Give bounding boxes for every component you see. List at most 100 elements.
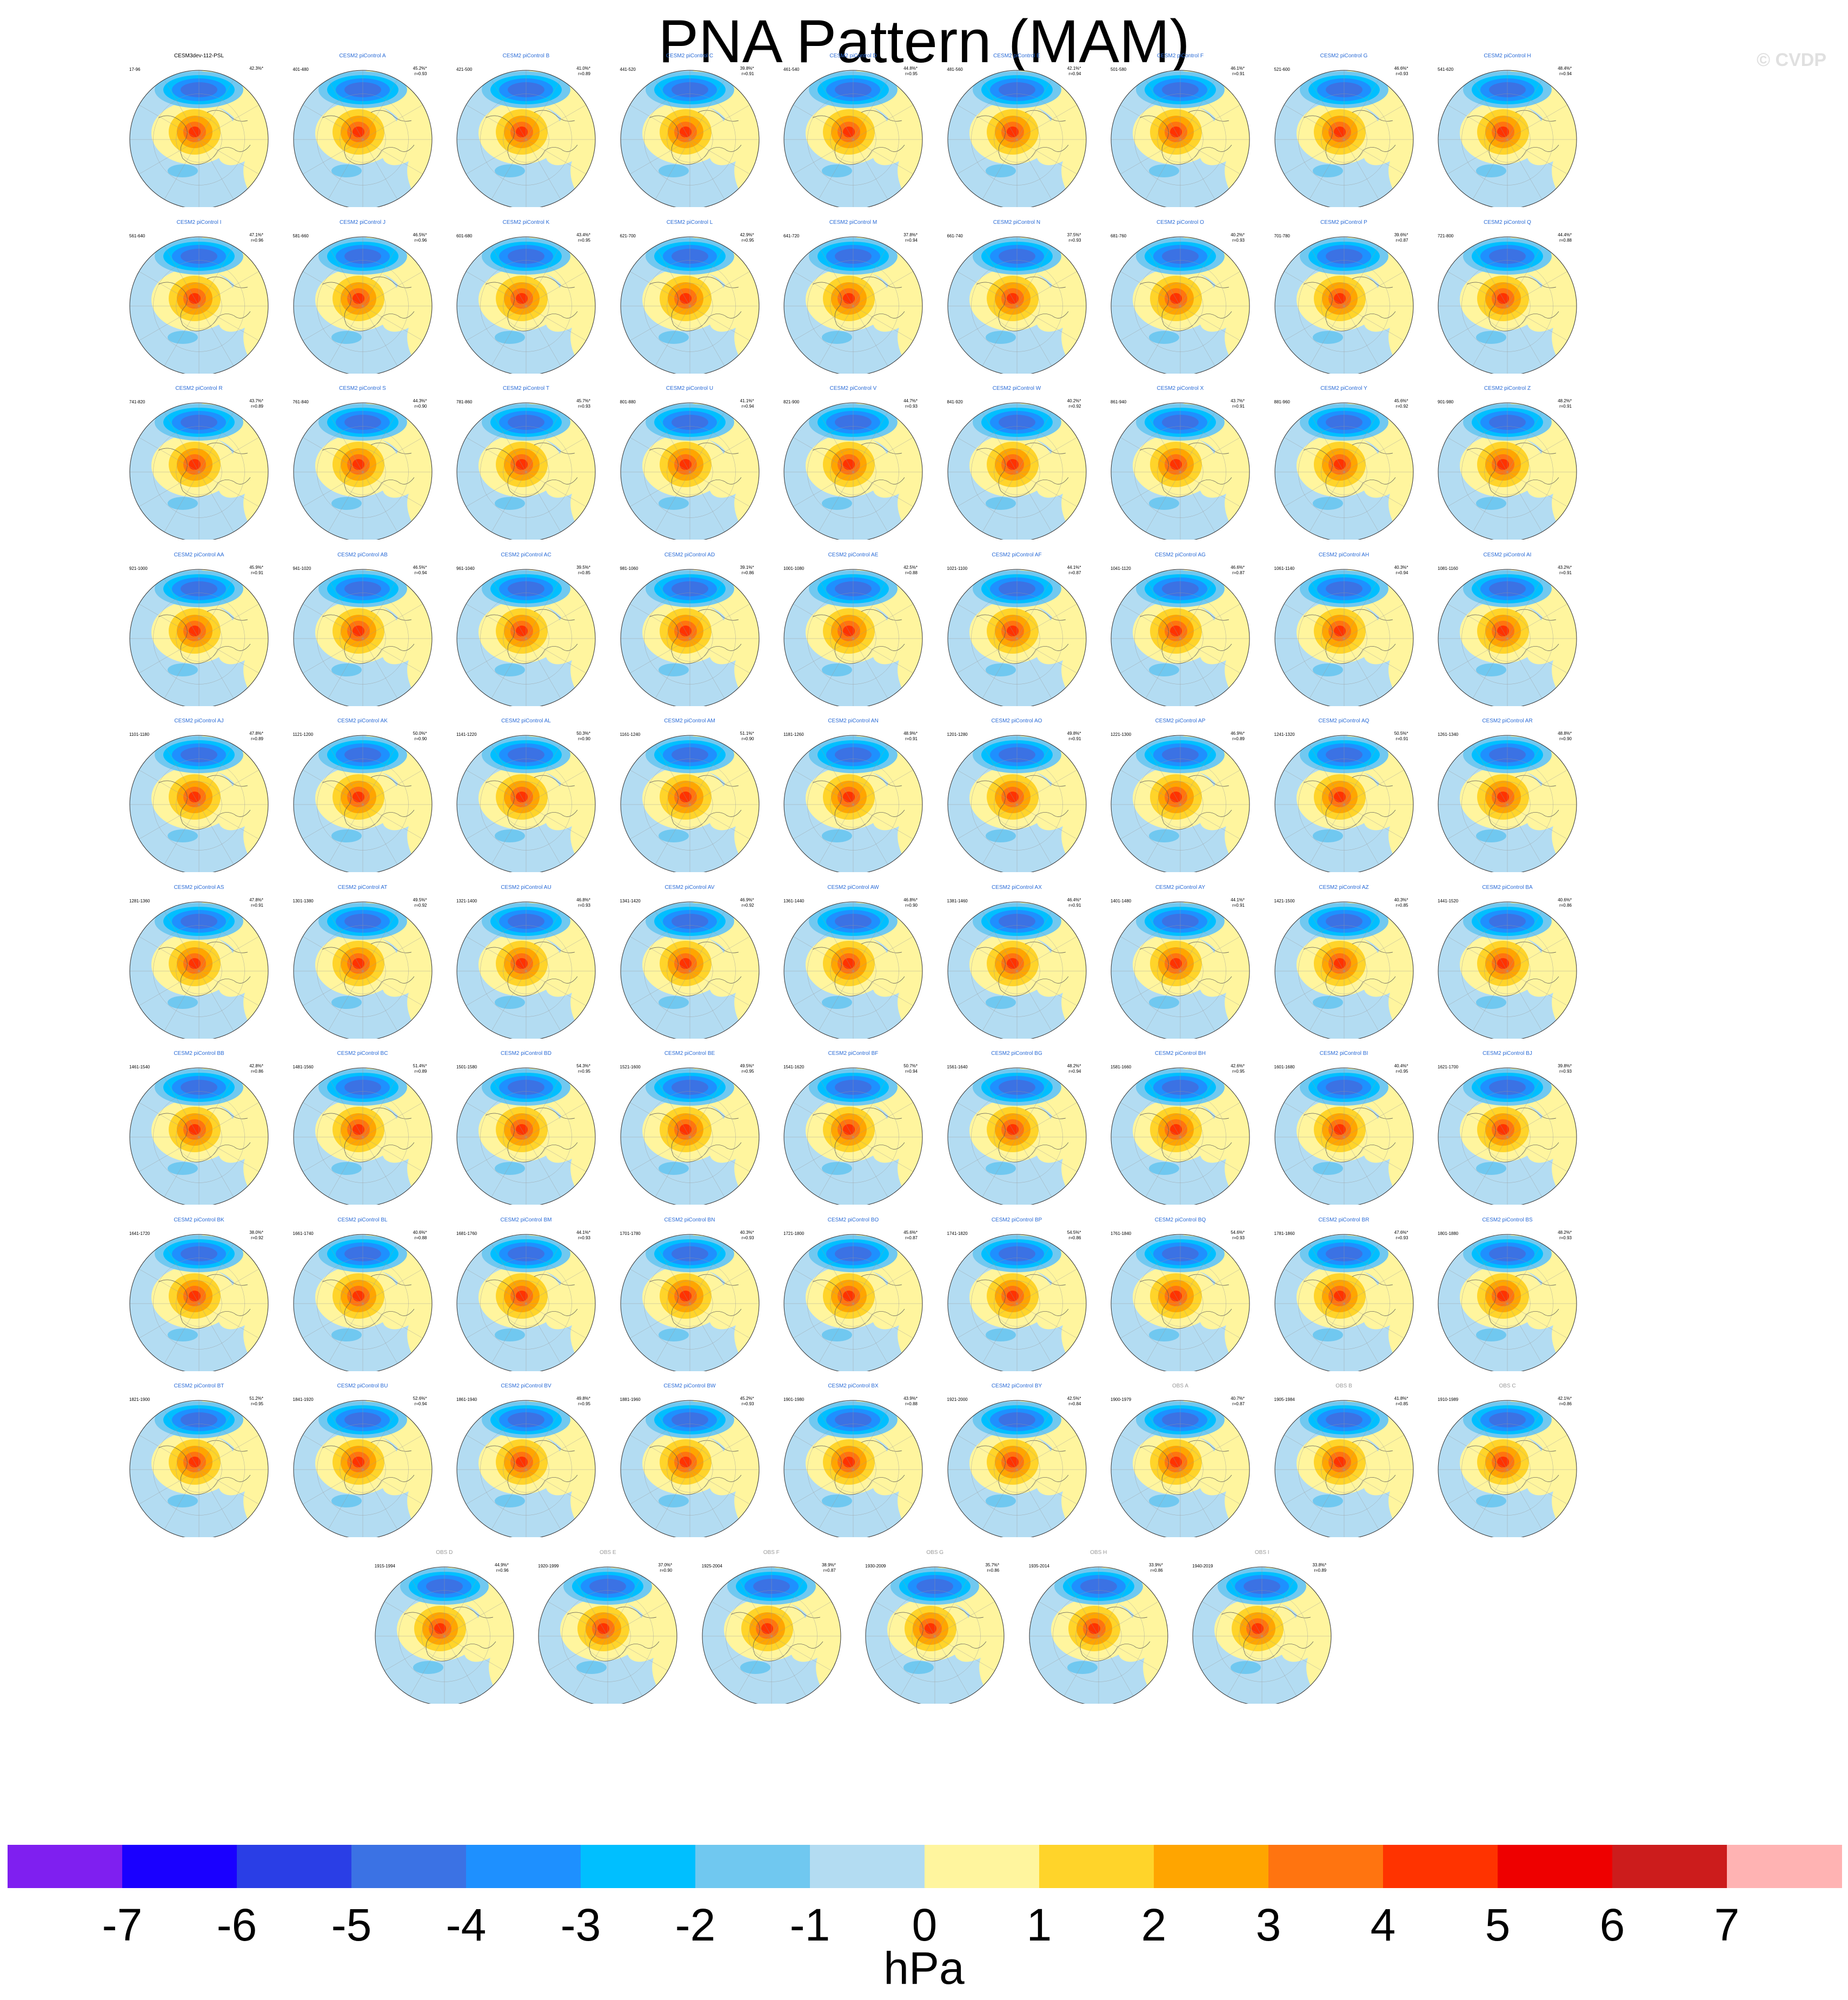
coastline bbox=[1466, 941, 1559, 996]
panel-variance: 54.3%* r=0.95 bbox=[576, 1064, 590, 1074]
map-border bbox=[293, 70, 432, 207]
map-panel: CESM2 piControl BT 1821-1900 51.2%* r=0.95 bbox=[126, 1383, 272, 1537]
negative-anomaly-contour bbox=[658, 164, 689, 177]
polar-map bbox=[293, 1067, 432, 1205]
map-panel: CESM2 piControl V 821-900 44.7%* r=0.93 bbox=[780, 386, 926, 540]
graticule bbox=[1274, 735, 1413, 872]
map-border bbox=[129, 569, 269, 706]
polar-map bbox=[947, 1234, 1086, 1371]
graticule bbox=[1111, 1400, 1249, 1537]
negative-anomaly-contour bbox=[331, 663, 362, 676]
panel-variance: 47.8%* r=0.91 bbox=[249, 897, 263, 908]
polar-map bbox=[456, 1067, 596, 1205]
map-border bbox=[129, 1067, 269, 1205]
graticule bbox=[130, 1234, 268, 1371]
coastline bbox=[976, 1107, 1068, 1162]
map-panel: CESM2 piControl AZ 1421-1500 40.3%* r=0.85 bbox=[1271, 885, 1417, 1039]
colorbar-swatch bbox=[8, 1845, 123, 1888]
map-panel: CESM2 piControl H 541-620 48.4%* r=0.94 bbox=[1434, 53, 1580, 207]
colorbar-swatch bbox=[351, 1845, 467, 1888]
panel-variance: 44.3%* r=0.90 bbox=[413, 398, 427, 409]
panel-years: 1261-1340 bbox=[1438, 732, 1459, 737]
polar-map bbox=[1438, 1234, 1577, 1371]
panel-title: OBS C bbox=[1499, 1383, 1516, 1389]
panel-variance: 40.6%* r=0.88 bbox=[413, 1230, 427, 1240]
graticule bbox=[293, 901, 432, 1039]
map-border bbox=[129, 70, 269, 207]
graticule bbox=[1438, 1234, 1577, 1371]
polar-map bbox=[947, 70, 1086, 207]
polar-map bbox=[293, 569, 432, 706]
coastline bbox=[1303, 442, 1395, 497]
panel-variance: 49.8%* r=0.91 bbox=[1067, 731, 1081, 741]
panel-title: CESM2 piControl AU bbox=[501, 884, 551, 891]
coastline bbox=[1466, 110, 1559, 165]
panel-years: 1501-1580 bbox=[456, 1065, 477, 1069]
panel-variance: 45.6%* r=0.92 bbox=[1394, 398, 1408, 409]
polar-map bbox=[783, 402, 923, 540]
map-panel: OBS D 1915-1994 44.9%* r=0.96 bbox=[371, 1550, 517, 1704]
map-border bbox=[456, 901, 596, 1039]
colorbar-swatch bbox=[810, 1845, 925, 1888]
panel-variance: 47.1%* r=0.96 bbox=[249, 232, 263, 243]
panel-variance: 44.1%* r=0.91 bbox=[1231, 897, 1245, 908]
panel-title: CESM2 piControl AE bbox=[828, 552, 879, 558]
panel-variance: 44.8%* r=0.95 bbox=[903, 66, 918, 76]
polar-map bbox=[620, 236, 759, 374]
colorbar-swatch bbox=[1498, 1845, 1613, 1888]
panel-title: CESM2 piControl AC bbox=[501, 552, 551, 558]
coastline bbox=[649, 775, 741, 830]
panel-variance: 37.8%* r=0.94 bbox=[903, 232, 918, 243]
polar-map bbox=[456, 402, 596, 540]
negative-anomaly-contour bbox=[658, 995, 689, 1009]
panel-variance: 41.8%* r=0.85 bbox=[1394, 1396, 1408, 1406]
map-panel: CESM2 piControl W 841-920 40.2%* r=0.92 bbox=[944, 386, 1090, 540]
negative-anomaly-contour bbox=[495, 663, 525, 676]
coastline bbox=[1139, 1440, 1232, 1495]
panel-title: CESM2 piControl J bbox=[339, 219, 386, 225]
panel-years: 921-1000 bbox=[129, 566, 148, 571]
coastline bbox=[158, 1440, 251, 1495]
panel-years: 1341-1420 bbox=[620, 898, 641, 903]
negative-anomaly-contour bbox=[1231, 1660, 1261, 1674]
map-border bbox=[1029, 1566, 1168, 1704]
panel-variance: 47.6%* r=0.93 bbox=[1394, 1230, 1408, 1240]
panel-variance: 38.9%* r=0.87 bbox=[821, 1562, 836, 1573]
panel-years: 581-660 bbox=[293, 233, 309, 238]
coastline bbox=[1303, 941, 1395, 996]
negative-anomaly-contour bbox=[1149, 995, 1179, 1009]
panel-years: 981-1060 bbox=[620, 566, 639, 571]
graticule bbox=[784, 569, 922, 706]
map-border bbox=[783, 1234, 923, 1371]
map-panel: CESM2 piControl BN 1701-1780 40.3%* r=0.93 bbox=[617, 1217, 763, 1371]
panel-variance: 51.4%* r=0.89 bbox=[413, 1064, 427, 1074]
map-border bbox=[456, 1234, 596, 1371]
map-border bbox=[620, 901, 759, 1039]
coastline bbox=[812, 1107, 905, 1162]
panel-years: 1681-1760 bbox=[456, 1231, 477, 1236]
panel-years: 681-760 bbox=[1111, 233, 1127, 238]
map-panel: CESM2 piControl BV 1861-1940 49.8%* r=0.95 bbox=[453, 1383, 599, 1537]
panel-title: CESM2 piControl AM bbox=[664, 718, 715, 724]
panel-variance: 46.6%* r=0.87 bbox=[1231, 564, 1245, 575]
panel-title: CESM2 piControl AH bbox=[1318, 552, 1370, 558]
negative-anomaly-contour bbox=[740, 1660, 770, 1674]
polar-map bbox=[1438, 402, 1577, 540]
panel-title: CESM3dev-112-PSL bbox=[174, 53, 224, 59]
polar-map bbox=[293, 236, 432, 374]
panel-variance: 48.4%* r=0.94 bbox=[1558, 66, 1572, 76]
map-panel: CESM2 piControl BE 1521-1600 49.5%* r=0.95 bbox=[617, 1051, 763, 1205]
panel-years: 701-780 bbox=[1274, 233, 1290, 238]
map-border bbox=[129, 402, 269, 540]
map-border bbox=[947, 1067, 1086, 1205]
panel-title: CESM2 piControl BA bbox=[1482, 884, 1533, 891]
coastline bbox=[1466, 442, 1559, 497]
panel-title: CESM2 piControl BJ bbox=[1483, 1051, 1532, 1057]
panel-title: CESM2 piControl BC bbox=[337, 1051, 388, 1057]
polar-map bbox=[1274, 901, 1413, 1039]
negative-anomaly-contour bbox=[331, 497, 362, 510]
panel-years: 1721-1800 bbox=[783, 1231, 805, 1236]
map-panel: CESM2 piControl AI 1081-1160 43.2%* r=0.91 bbox=[1434, 552, 1580, 706]
polar-map bbox=[375, 1566, 514, 1704]
